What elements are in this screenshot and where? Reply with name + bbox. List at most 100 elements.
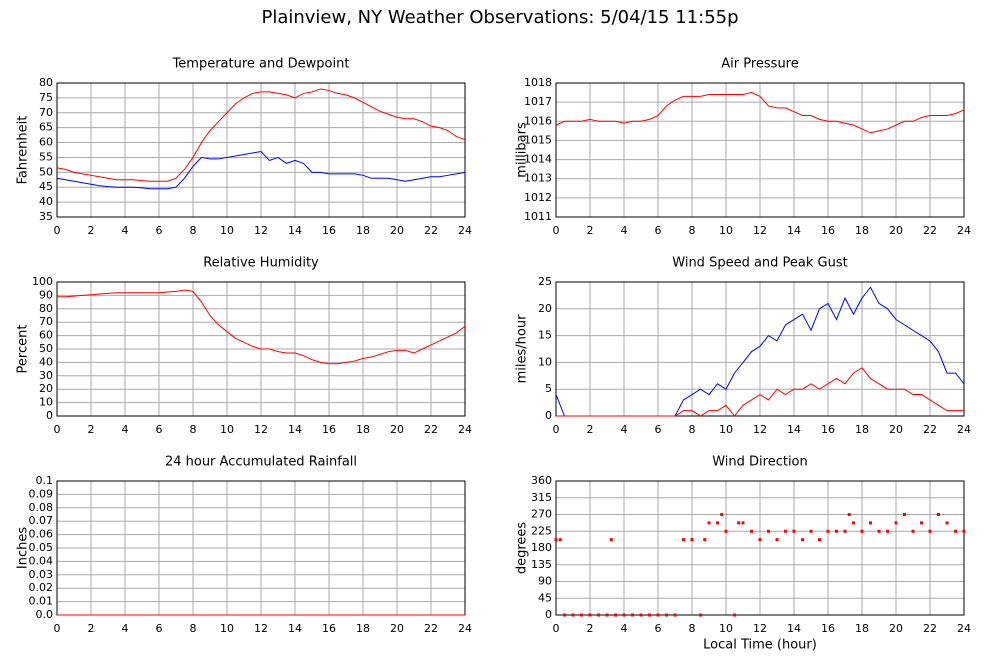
y-tick-label: 0.02	[29, 581, 54, 594]
data-point	[614, 613, 617, 617]
y-tick-label: 270	[531, 508, 552, 521]
x-tick-label: 14	[787, 224, 801, 237]
x-tick-label: 20	[889, 423, 903, 436]
x-tick-label: 2	[587, 622, 594, 635]
x-tick-label: 12	[254, 423, 268, 436]
x-tick-label: 4	[122, 224, 129, 237]
data-point	[920, 521, 923, 525]
data-point	[962, 529, 966, 533]
y-tick-label: 0.1	[36, 474, 54, 487]
y-tick-label: 1014	[524, 153, 552, 166]
y-tick-label: 0.07	[29, 514, 54, 527]
x-tick-label: 24	[458, 622, 472, 635]
x-tick-label: 6	[655, 622, 662, 635]
data-point	[852, 521, 855, 525]
x-tick-label: 22	[424, 423, 438, 436]
data-point	[707, 521, 711, 525]
x-tick-label: 24	[957, 423, 971, 436]
data-point	[945, 521, 949, 525]
y-tick-label: 1011	[524, 210, 552, 223]
x-tick-label: 4	[621, 224, 628, 237]
x-tick-label: 2	[88, 224, 95, 237]
y-tick-label: 65	[39, 121, 53, 134]
plot-frame	[56, 82, 466, 218]
y-tick-label: 90	[39, 288, 53, 301]
y-tick-label: 1013	[524, 172, 552, 185]
y-tick-label: 0	[545, 409, 552, 422]
chart-title: Relative Humidity	[203, 256, 319, 271]
y-tick-label: 75	[39, 91, 53, 104]
x-tick-label: 20	[889, 224, 903, 237]
data-point	[911, 529, 915, 533]
data-point	[784, 529, 787, 533]
y-tick-label: 315	[531, 491, 552, 504]
y-tick-label: 100	[32, 275, 53, 288]
x-tick-label: 20	[390, 224, 404, 237]
y-tick-label: 0.03	[29, 568, 54, 581]
x-tick-label: 0	[553, 224, 560, 237]
x-tick-label: 0	[553, 423, 560, 436]
data-point	[656, 613, 660, 617]
x-tick-label: 8	[190, 224, 197, 237]
y-tick-label: 60	[39, 136, 53, 149]
y-tick-label: 50	[39, 342, 53, 355]
data-point	[720, 513, 724, 516]
data-line	[56, 150, 466, 190]
y-tick-label: 0.05	[29, 541, 54, 554]
x-tick-label: 2	[88, 622, 95, 635]
chart-title: 24 hour Accumulated Rainfall	[165, 455, 357, 470]
data-point	[894, 521, 898, 525]
x-tick-label: 12	[254, 622, 268, 635]
data-point	[758, 538, 762, 542]
page-title: Plainview, NY Weather Observations: 5/04…	[261, 7, 738, 28]
data-point	[665, 613, 668, 617]
x-tick-label: 14	[787, 622, 801, 635]
data-point	[558, 538, 562, 542]
x-tick-label: 24	[458, 423, 472, 436]
data-point	[631, 613, 634, 617]
data-point	[597, 613, 600, 617]
y-tick-label: 50	[39, 165, 53, 178]
plot-frame	[555, 82, 965, 218]
y-tick-label: 0.04	[29, 554, 54, 567]
data-point	[690, 538, 694, 542]
x-tick-label: 2	[587, 224, 594, 237]
x-tick-label: 0	[54, 622, 61, 635]
x-tick-label: 10	[719, 423, 733, 436]
data-point	[699, 613, 702, 617]
y-tick-label: 15	[538, 329, 552, 342]
x-tick-label: 2	[88, 423, 95, 436]
x-tick-label: 14	[288, 224, 302, 237]
x-tick-label: 22	[923, 622, 937, 635]
data-point	[818, 538, 821, 542]
data-point	[809, 529, 813, 533]
y-tick-label: 45	[39, 180, 53, 193]
data-point	[716, 521, 719, 525]
y-tick-label: 25	[538, 275, 552, 288]
x-tick-label: 12	[254, 224, 268, 237]
data-point	[605, 613, 609, 617]
x-tick-label: 6	[156, 423, 163, 436]
x-tick-label: 8	[689, 622, 696, 635]
y-tick-label: 40	[39, 195, 53, 208]
y-tick-label: 1016	[524, 114, 552, 127]
data-point	[877, 529, 881, 533]
y-tick-label: 1018	[524, 76, 552, 89]
data-point	[682, 538, 685, 542]
y-tick-label: 135	[531, 558, 552, 571]
data-point	[554, 538, 558, 542]
x-tick-label: 16	[821, 224, 835, 237]
x-tick-label: 22	[424, 622, 438, 635]
x-tick-label: 8	[689, 224, 696, 237]
data-line	[57, 289, 466, 365]
y-tick-label: 0	[545, 608, 552, 621]
data-point	[750, 529, 753, 533]
data-point	[639, 613, 643, 617]
y-tick-label: 1012	[524, 191, 552, 204]
x-axis-label: Local Time (hour)	[703, 638, 817, 653]
y-tick-label: 0.06	[29, 528, 54, 541]
y-tick-label: 10	[39, 396, 53, 409]
y-tick-label: 80	[39, 76, 53, 89]
